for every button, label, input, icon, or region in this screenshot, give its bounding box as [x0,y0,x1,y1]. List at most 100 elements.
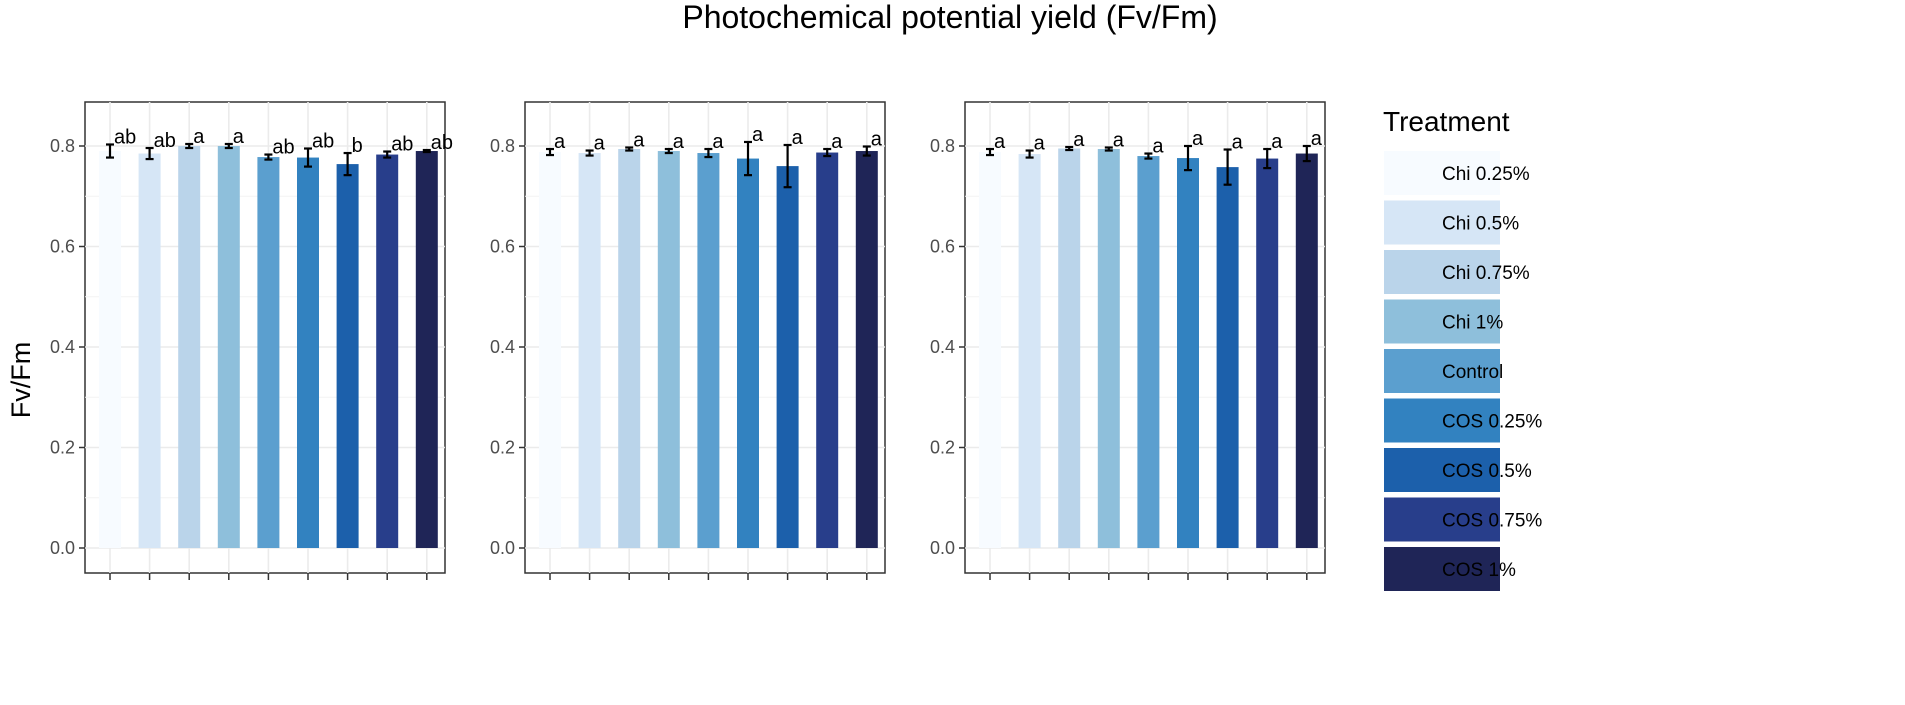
legend-key [1382,198,1502,247]
legend-item: Control [1382,347,1503,395]
significance-letter: a [594,133,606,155]
significance-letter: a [193,126,205,148]
facet-panel-3: 0.0 0.2 0.4 0.6 0.8 a a a a a a a a a [930,101,1326,580]
legend-item: Chi 0.75% [1382,248,1530,296]
legend-item: COS 0.5% [1382,446,1532,494]
legend: Treatment Chi 0.25% Chi 0.5% Chi 0.75% Chi … [1382,106,1542,593]
significance-letter: a [1232,132,1244,154]
bar-chi075 [1058,148,1081,548]
bar-control [1137,156,1160,549]
legend-key [1382,347,1502,395]
bar-cos05 [776,166,799,548]
bar-control [257,157,280,548]
significance-letter: a [233,126,245,148]
legend-key [1382,545,1502,593]
legend-key [1382,495,1502,544]
significance-letter: ab [114,126,136,148]
y-tick-label: 0.8 [930,136,955,156]
facet-panels: 0.00.20.40.60.8 ab ab a a ab ab b ab ab0.00.20.40… [50,101,1326,580]
significance-letter: a [871,129,883,151]
significance-letter: a [673,131,685,153]
chart-title: Photochemical potential yield (Fv/Fm) [682,0,1217,35]
y-tick-label: 0.6 [490,237,515,257]
significance-letter: ab [312,131,334,153]
bar-chi1 [657,151,680,548]
significance-letter: a [1113,130,1125,152]
bar-chi1 [217,146,240,548]
significance-letter: a [1192,128,1204,150]
y-tick-label: 0.4 [930,337,955,357]
legend-label: Chi 0.5% [1442,214,1519,235]
legend-item: COS 1% [1382,545,1516,593]
bar-chi075 [618,149,641,548]
bar-cos1 [1295,153,1318,548]
y-tick-label: 0.2 [490,438,515,458]
significance-letter: a [633,130,645,152]
y-tick-label: 0.4 [490,337,515,357]
bar-cos05 [1216,167,1239,549]
y-tick-label: 0.8 [490,136,515,156]
legend-label: Chi 1% [1442,313,1503,334]
bar-cos1 [415,151,438,548]
significance-letter: a [1311,128,1323,150]
significance-letter: a [752,124,764,146]
bar-cos075 [1256,158,1279,548]
legend-label: Chi 0.75% [1442,263,1530,284]
y-tick-label: 0.2 [930,438,955,458]
y-tick-label: 0.0 [490,538,515,558]
y-tick-label: 0.0 [50,538,75,558]
legend-label: Chi 0.25% [1442,164,1530,185]
y-tick-label: 0.2 [50,438,75,458]
significance-letter: a [712,131,724,153]
legend-label: COS 1% [1442,560,1516,581]
significance-letter: ab [272,137,294,159]
significance-letter: ab [154,130,176,152]
legend-item: COS 0.75% [1382,495,1542,544]
bar-chi05 [578,153,601,548]
bar-cos025 [297,157,319,548]
legend-label: Control [1442,362,1503,383]
significance-letter: ab [391,134,413,156]
legend-title: Treatment [1383,106,1510,137]
bar-chi025 [979,152,1001,548]
legend-item: Chi 0.25% [1382,149,1530,197]
significance-letter: a [554,131,566,153]
y-tick-label: 0.6 [50,237,75,257]
legend-key [1382,248,1502,296]
y-tick-label: 0.0 [930,538,955,558]
y-axis-title: Fv/Fm [6,342,36,418]
significance-letter: a [1152,136,1164,158]
bar-chi05 [138,153,161,548]
y-tick-label: 0.6 [930,237,955,257]
y-tick-label: 0.4 [50,337,75,357]
significance-letter: b [352,135,363,157]
significance-letter: a [1073,129,1085,151]
significance-letter: ab [431,132,453,154]
y-tick-label: 0.8 [50,136,75,156]
significance-letter: a [831,131,843,153]
legend-key [1382,396,1502,445]
bar-cos1 [855,151,878,548]
legend-item: COS 0.25% [1382,396,1542,445]
legend-key [1382,297,1502,346]
legend-key [1382,149,1502,197]
significance-letter: a [792,127,804,149]
significance-letter: a [994,131,1006,153]
bar-chi075 [178,146,201,548]
significance-letter: a [1271,131,1283,153]
bar-cos025 [737,158,759,548]
bar-chi05 [1018,154,1041,549]
legend-label: COS 0.25% [1442,412,1542,433]
bar-chi025 [539,152,561,548]
legend-item: Chi 1% [1382,297,1503,346]
significance-letter: a [1034,133,1046,155]
facet-panel-2: 0.0 0.2 0.4 0.6 0.8 a a a a a a a a a [490,101,886,580]
bar-control [697,153,720,548]
bar-chi1 [1097,149,1120,548]
legend-key [1382,446,1502,494]
bar-cos075 [816,152,839,548]
facet-panel-1: 0.00.20.40.60.8 ab ab a a ab ab b ab ab [50,101,453,580]
bar-cos05 [336,164,359,548]
legend-label: COS 0.5% [1442,461,1532,482]
